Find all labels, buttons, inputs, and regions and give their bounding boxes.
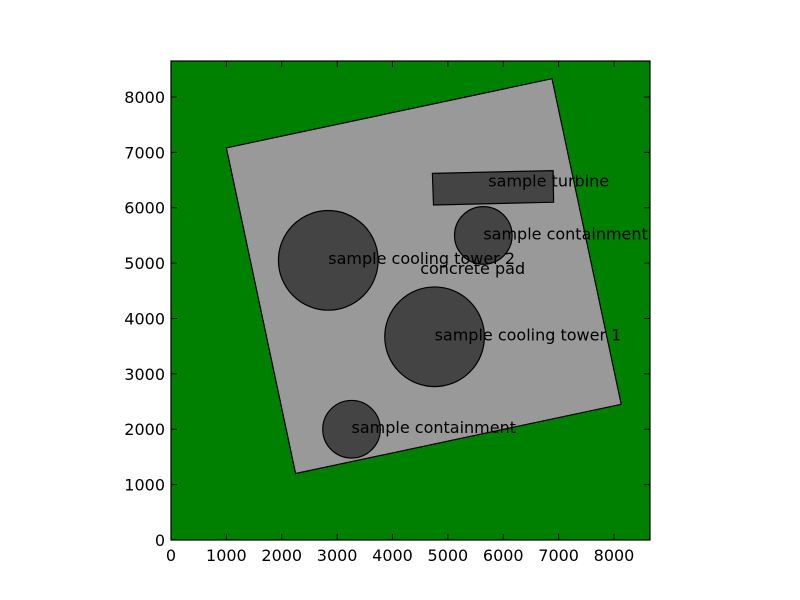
x-tick-label: 5000: [428, 546, 469, 565]
y-tick-label: 5000: [124, 254, 165, 273]
shape-labels: concrete pad sample turbine sample contain…: [328, 172, 648, 437]
sample-turbine-label: sample turbine: [488, 172, 609, 191]
plot-shapes: [225, 77, 622, 475]
x-tick-label: 6000: [483, 546, 524, 565]
sample-cooling-tower-2-label-2: sample cooling tower 2: [328, 249, 515, 268]
sample-containment-label-1: sample containment: [483, 224, 648, 243]
sample-containment-label-4: sample containment: [352, 418, 517, 437]
y-axis: 0 1000 2000 3000 4000 5000 6000 7000 8000: [124, 88, 650, 550]
x-tick-label: 8000: [594, 546, 635, 565]
x-tick-label: 2000: [261, 546, 302, 565]
y-tick-label: 2000: [124, 420, 165, 439]
x-tick-label: 4000: [372, 546, 413, 565]
sample-cooling-tower-2-circle-2: [277, 209, 379, 311]
y-tick-label: 6000: [124, 199, 165, 218]
x-tick-label: 7000: [538, 546, 579, 565]
y-tick-label: 7000: [124, 143, 165, 162]
x-tick-label: 0: [166, 546, 176, 565]
y-tick-label: 0: [155, 531, 165, 550]
sample-containment-circle-4: [322, 399, 381, 459]
sample-turbine-shape: [431, 169, 555, 206]
x-tick-label: 3000: [317, 546, 358, 565]
y-tick-label: 1000: [124, 476, 165, 495]
x-axis: 0 1000 2000 3000 4000 5000 6000 7000 8000: [166, 61, 634, 565]
sample-containment-circle-1: [453, 206, 513, 265]
axes-border: [170, 60, 651, 541]
y-tick-label: 3000: [124, 365, 165, 384]
concrete-pad-label: concrete pad: [420, 259, 525, 278]
x-tick-label: 1000: [206, 546, 247, 565]
sample-cooling-tower-1-circle-3: [384, 286, 486, 388]
axes-frame: [170, 60, 651, 541]
y-tick-label: 4000: [124, 309, 165, 328]
sample-cooling-tower-1-label-3: sample cooling tower 1: [435, 326, 622, 345]
y-tick-label: 8000: [124, 88, 165, 107]
